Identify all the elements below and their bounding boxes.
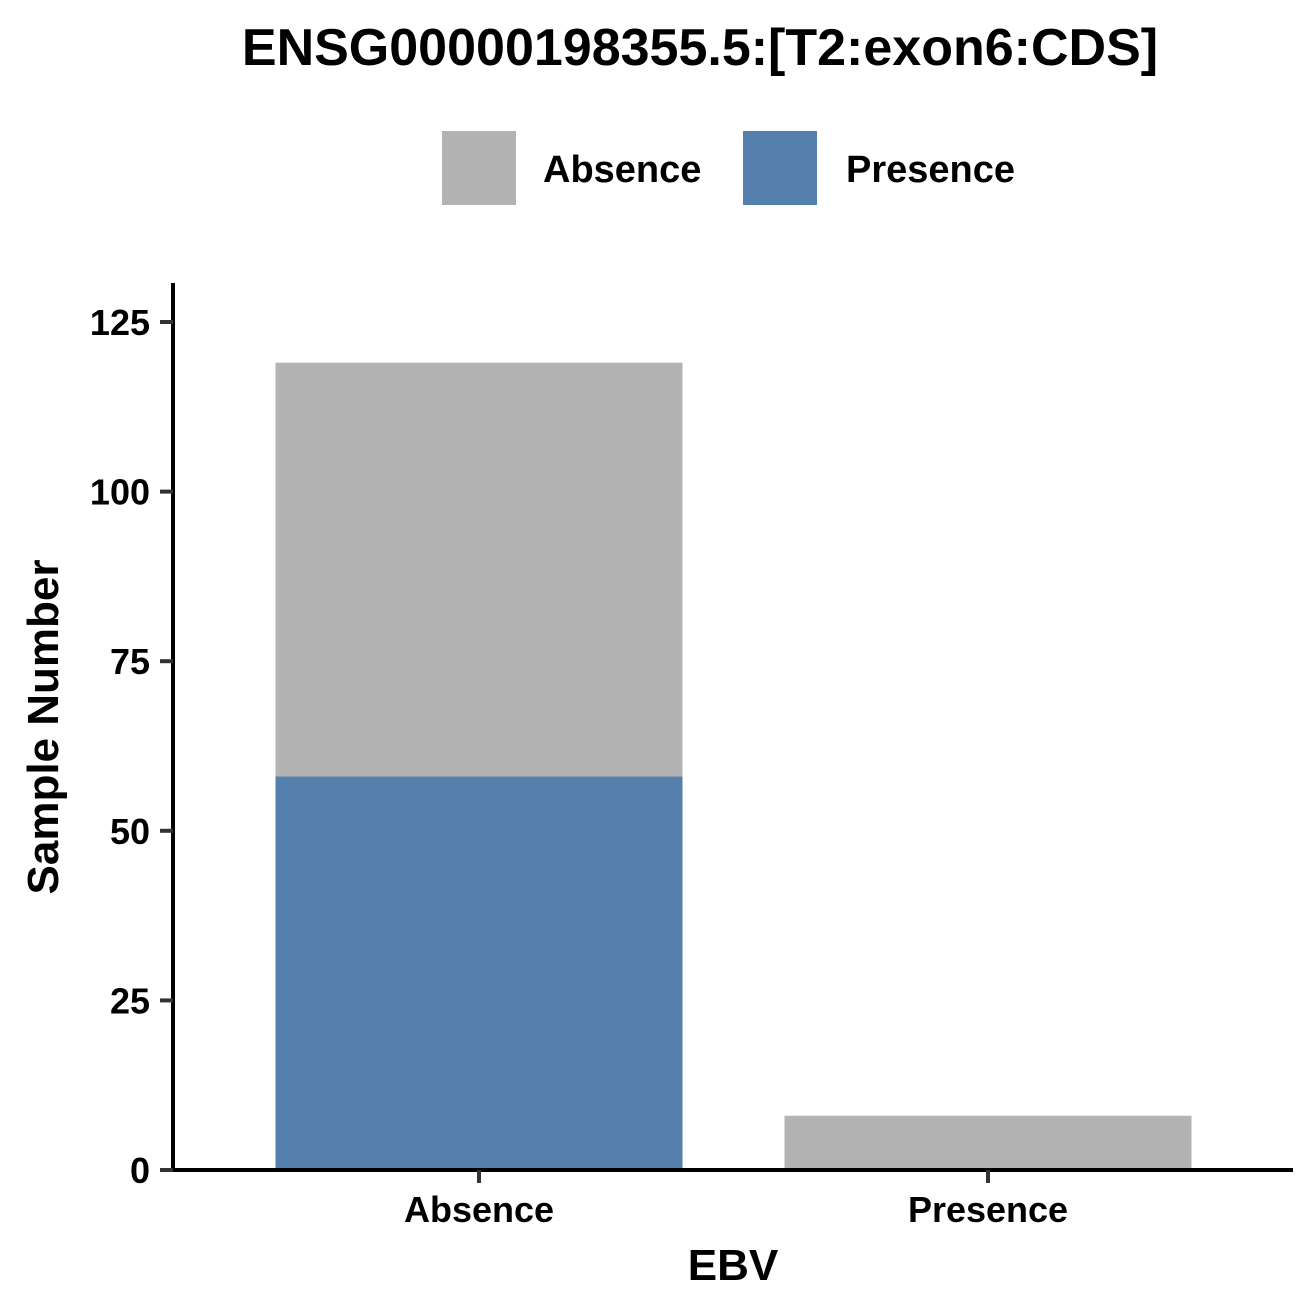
y-tick-label: 75	[110, 641, 150, 682]
bar-presence-absence	[784, 1115, 1192, 1170]
legend-label-presence: Presence	[846, 149, 1015, 191]
x-tick-label: Presence	[908, 1189, 1068, 1230]
legend-label-absence: Absence	[543, 149, 701, 191]
bar-absence-absence	[275, 362, 683, 777]
y-tick-label: 100	[90, 472, 150, 513]
x-tick-label: Absence	[404, 1189, 554, 1230]
x-axis-ticks: Absence Presence	[404, 1170, 1068, 1230]
legend-swatch-absence	[442, 131, 516, 205]
y-tick-label: 25	[110, 980, 150, 1021]
y-tick-label: 0	[130, 1150, 150, 1191]
x-axis-title: EBV	[688, 1241, 779, 1290]
y-tick-label: 125	[90, 302, 150, 343]
y-axis-title: Sample Number	[19, 560, 68, 895]
legend: Absence Presence	[442, 131, 1015, 205]
bar-absence-presence	[275, 776, 683, 1170]
y-axis-ticks: 0 25 50 75 100 125	[90, 302, 173, 1191]
chart-title: ENSG00000198355.5:[T2:exon6:CDS]	[242, 19, 1158, 77]
legend-swatch-presence	[743, 131, 817, 205]
y-tick-label: 50	[110, 811, 150, 852]
bars	[275, 362, 1192, 1170]
